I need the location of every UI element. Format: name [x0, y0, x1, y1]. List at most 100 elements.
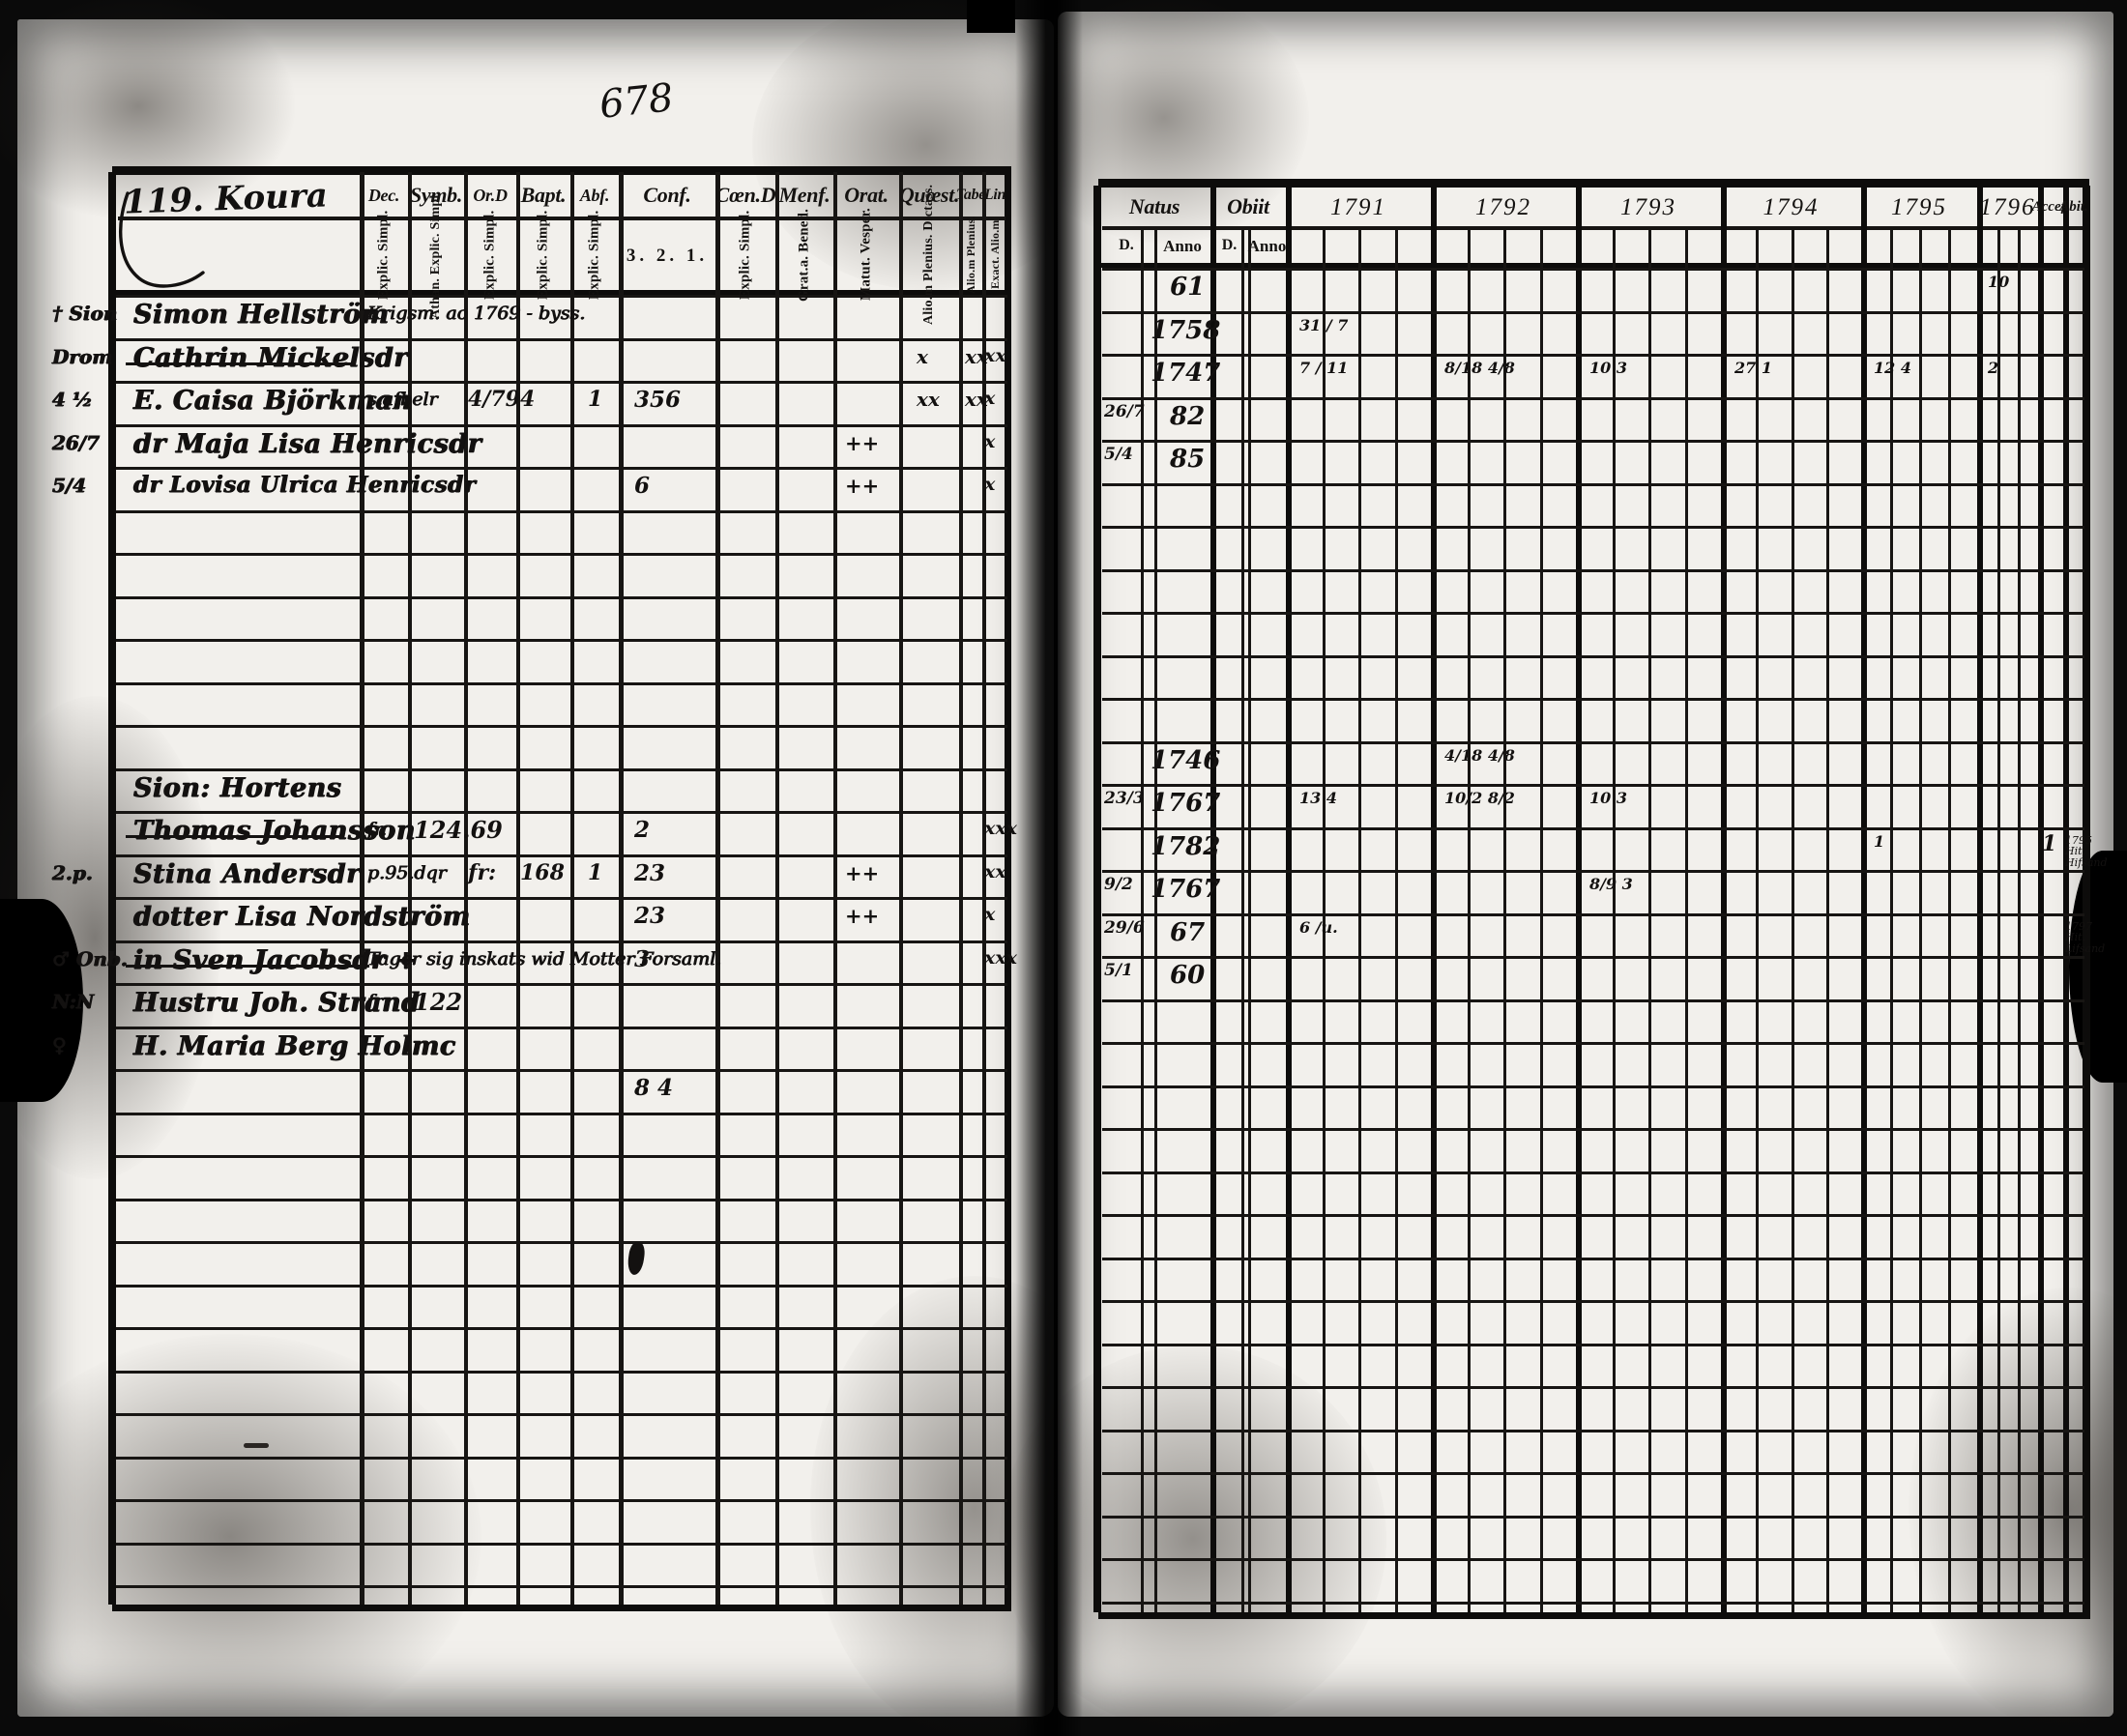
row-rule	[1102, 1516, 2084, 1519]
sub-rule	[1468, 226, 1471, 1612]
column-header-6: Cœn.D	[714, 183, 776, 207]
column-rule	[464, 172, 468, 1605]
row-rule	[1102, 1344, 2084, 1346]
row-rule	[1102, 698, 2084, 701]
row-rule	[1102, 354, 2084, 357]
entry-lin-6: xxx	[984, 818, 1017, 839]
sub-rule	[1948, 226, 1951, 1612]
column-subheader-10: Alio.m Plenius.	[964, 216, 977, 294]
column-rule	[775, 172, 779, 1605]
row-rule	[1102, 483, 2084, 486]
natus-anno-7: 1782	[1151, 831, 1221, 861]
year-mark-y1793-6: 10 3	[1589, 789, 1627, 807]
group-rule-9	[2063, 186, 2069, 1612]
group-header-6: 1795	[1891, 193, 1947, 220]
row-rule	[116, 1585, 1007, 1588]
column-subheader-3: Explic. Simpl.	[535, 210, 551, 300]
row-rule	[1102, 1472, 2084, 1475]
row-rule	[1102, 311, 2084, 314]
sub-rule	[1919, 226, 1922, 1612]
group-rule-2	[1286, 186, 1292, 1612]
row-rule	[1102, 1602, 2084, 1605]
sub-rule	[1323, 226, 1326, 1612]
entry-conf-2: 356	[634, 387, 682, 413]
row-rule	[1102, 440, 2084, 443]
column-rule	[899, 172, 903, 1605]
entry-ord-7: fr:	[468, 859, 497, 885]
entry-prefix-11: ♀	[52, 1032, 67, 1056]
year-mark-y1795-7: 1	[1874, 831, 1885, 851]
header-bottom-divider	[1098, 263, 2089, 268]
row-rule	[1102, 1386, 2084, 1389]
row-rule	[116, 1027, 1007, 1029]
entry-prefix-0: † Sion	[52, 302, 118, 325]
entry-lin-3: x	[984, 430, 996, 452]
table-top-border	[112, 166, 1011, 175]
sub-rule	[1756, 226, 1759, 1612]
entry-name-9: in Sven Jacobsdr +	[133, 944, 418, 975]
natus-anno-1: 1758	[1151, 315, 1221, 345]
group-header-9: Abit.	[2059, 198, 2088, 215]
row-rule	[116, 1499, 1007, 1502]
row-rule	[1102, 1172, 2084, 1174]
row-rule	[116, 897, 1007, 900]
entry-note-0: Krigsm. ao 1769 - byss.	[367, 303, 586, 324]
entry-prefix-7: 2.p.	[52, 860, 93, 884]
row-rule	[116, 1413, 1007, 1416]
entry-conf-12: 8 4	[634, 1075, 674, 1101]
entry-name-11: H. Maria Berg Holmc	[133, 1030, 456, 1061]
sub-rule	[1248, 226, 1251, 1612]
dn-rule-1	[1241, 226, 1244, 1612]
row-rule	[1102, 784, 2084, 787]
row-rule	[116, 381, 1007, 384]
column-rule	[570, 172, 574, 1605]
entry-tabe-1: xx	[965, 344, 988, 368]
entry-abs-7: 1	[588, 859, 603, 885]
row-rule	[1102, 913, 2084, 916]
entry-quoest-1: x	[917, 344, 928, 368]
entry-prefix-10: N:N	[52, 990, 95, 1013]
group-header-1: Obiit	[1227, 194, 1269, 218]
header-divider	[118, 217, 1005, 220]
column-subheader-5: 3. 2. 1.	[626, 245, 709, 266]
row-rule	[1102, 956, 2084, 959]
entry-orat-8: ++	[845, 904, 880, 928]
year-mark-y1794-2: 27 1	[1734, 359, 1772, 377]
column-rule	[715, 172, 720, 1605]
column-subheader-7: Grat.a. Bened.	[796, 208, 812, 302]
table-bottom-border	[1098, 1612, 2090, 1619]
row-rule	[116, 510, 1007, 513]
natus-anno-2: 1747	[1151, 359, 1221, 388]
year-mark-y1792-6: 10/2 8/2	[1444, 789, 1515, 807]
natus-day-4: 5/4	[1104, 445, 1133, 464]
column-subheader-8: Matut. Vesper.	[858, 208, 874, 302]
page-clip-top	[967, 0, 1015, 33]
natus-anno-10: 60	[1170, 961, 1206, 990]
subheader-1-0: D.	[1221, 237, 1238, 253]
row-rule	[1102, 870, 2084, 873]
subheader-0-1: Anno	[1163, 236, 1202, 255]
row-rule	[1102, 526, 2084, 529]
row-rule	[116, 940, 1007, 943]
row-rule	[116, 1113, 1007, 1115]
group-header-7: 1796	[1979, 193, 2036, 220]
table-bottom-border	[112, 1605, 1011, 1611]
table-right-border	[1005, 172, 1011, 1605]
sub-rule	[2018, 226, 2021, 1612]
entry-orat-3: ++	[845, 430, 880, 455]
year-mark-y1793-2: 10 3	[1589, 359, 1627, 377]
entry-ord-2: 4/794	[468, 387, 536, 412]
row-rule	[116, 1327, 1007, 1330]
book-gutter-shadow	[1015, 0, 1083, 1736]
natus-anno-9: 67	[1170, 917, 1206, 947]
column-rule	[360, 172, 364, 1605]
row-rule	[116, 1199, 1007, 1201]
entry-orat-4: ++	[845, 474, 880, 498]
subheader-0-0: D.	[1119, 237, 1134, 253]
entry-bapt-7: 168	[520, 859, 565, 885]
ink-smear	[244, 1443, 269, 1448]
sub-rule	[1503, 226, 1506, 1612]
row-rule	[116, 811, 1007, 814]
dn-rule-0	[1141, 226, 1144, 1612]
entry-name-5: Sion: Hortens	[133, 772, 342, 803]
